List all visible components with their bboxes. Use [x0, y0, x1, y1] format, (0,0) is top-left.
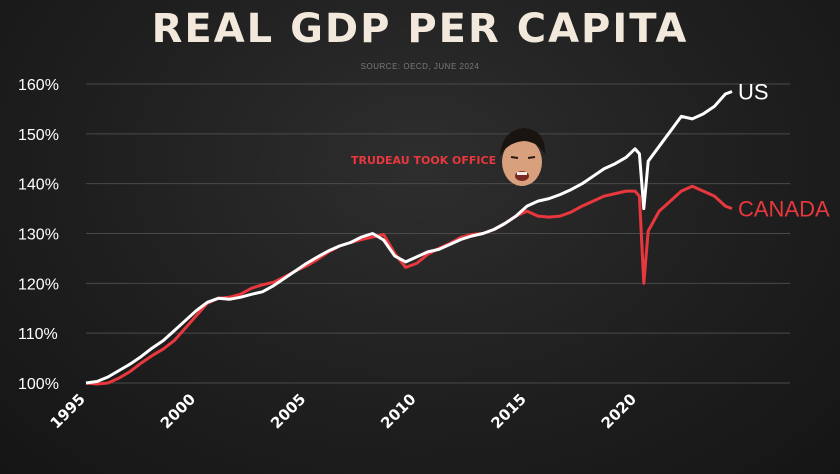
chart-subtitle: SOURCE: OECD, JUNE 2024	[360, 62, 480, 71]
y-tick-label: 100%	[18, 376, 59, 393]
x-tick-label: 1995	[47, 390, 89, 432]
x-tick-label: 2020	[598, 390, 640, 432]
y-tick-label: 120%	[18, 276, 59, 293]
y-axis-ticks: 100% 110% 120% 130% 140% 150% 160%	[18, 77, 59, 393]
x-tick-label: 2005	[267, 390, 309, 432]
x-axis-ticks: 1995 2000 2005 2010 2015 2020	[47, 390, 640, 432]
y-tick-label: 140%	[18, 177, 59, 194]
series-line-us	[85, 90, 733, 385]
y-tick-label: 160%	[18, 77, 59, 94]
series-label-us: US	[738, 79, 769, 104]
series-label-canada: CANADA	[738, 197, 830, 222]
annotation-text: TRUDEAU TOOK OFFICE	[351, 154, 496, 167]
y-tick-label: 150%	[18, 127, 59, 144]
hair-shape	[500, 128, 546, 156]
x-tick-label: 2010	[377, 390, 419, 432]
y-tick-label: 130%	[18, 227, 59, 244]
x-tick-label: 2015	[488, 390, 530, 432]
trudeau-face-icon	[500, 128, 546, 186]
series-labels: CANADA US	[738, 79, 830, 221]
gridlines	[86, 83, 790, 384]
chart-title: REAL GDP PER CAPITA	[151, 6, 689, 52]
series-lines	[85, 90, 733, 386]
x-tick-label: 2000	[157, 390, 199, 432]
series-line-canada	[85, 184, 733, 386]
face-shape	[502, 138, 542, 186]
y-tick-label: 110%	[18, 326, 58, 343]
annotation-group: TRUDEAU TOOK OFFICE	[351, 128, 546, 186]
